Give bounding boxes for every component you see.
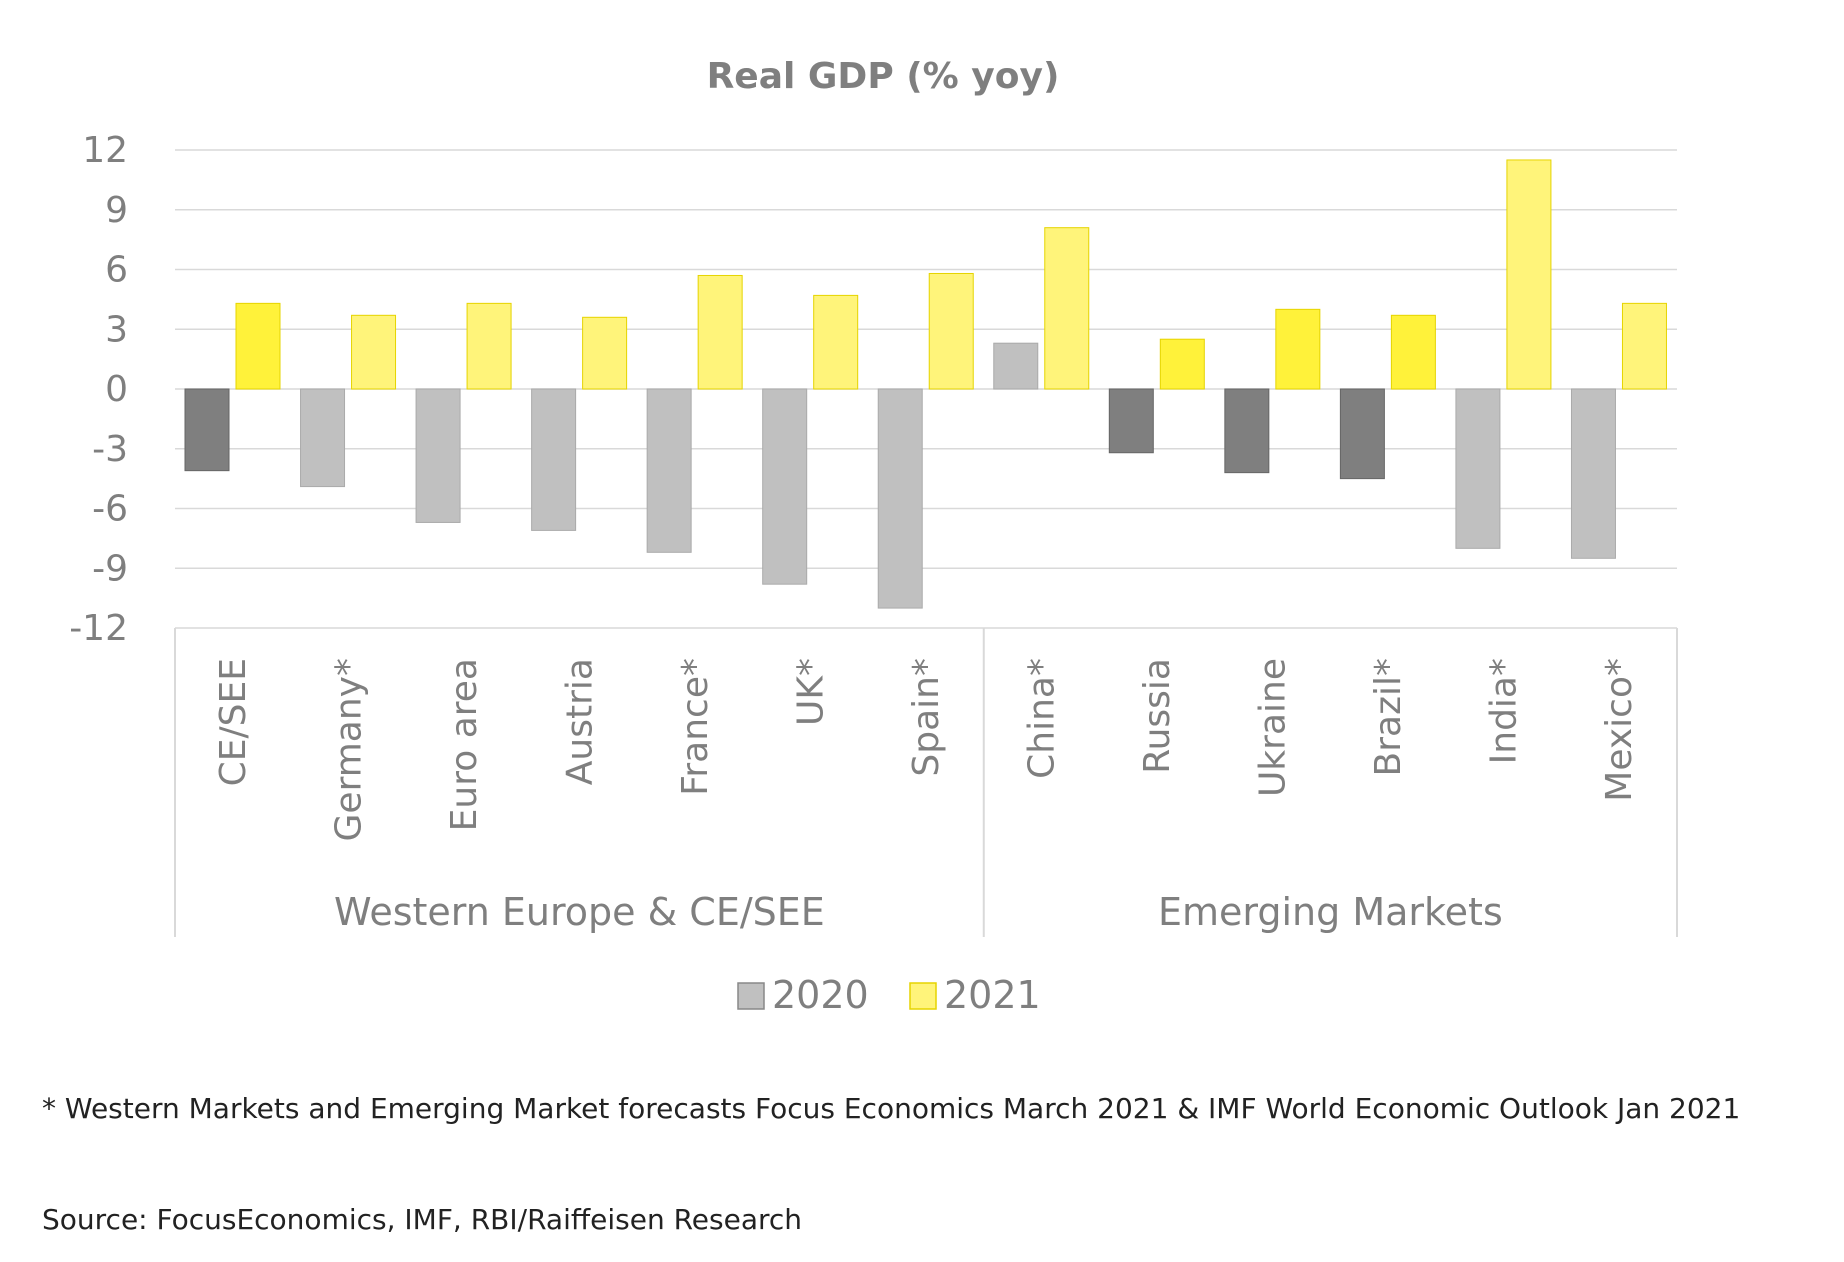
bar-2020-cesee: [184, 388, 230, 472]
y-tick-label: -3: [92, 429, 128, 470]
bar-2021-russia: [1159, 338, 1205, 390]
legend-label-2020: 2020: [772, 973, 869, 1017]
y-tick-label: 0: [105, 369, 128, 410]
legend: 2020 2021: [737, 973, 1041, 1017]
bar-2021-china: [1044, 227, 1090, 390]
bar-2020-china: [993, 342, 1039, 390]
y-tick-label: 3: [105, 309, 128, 350]
group-label: Western Europe & CE/SEE: [334, 890, 825, 934]
x-tick-label: Ukraine: [1253, 658, 1294, 797]
x-tick-label: Austria: [559, 658, 600, 785]
gridlines: [175, 149, 1677, 629]
bar-2020-ukraine: [1224, 388, 1270, 474]
bar-2021-brazil: [1390, 314, 1436, 390]
bar-2020-euroarea: [415, 388, 461, 523]
bar-2021-uk: [813, 294, 859, 390]
chart-title: Real GDP (% yoy): [707, 56, 1060, 97]
y-tick-label: 12: [82, 130, 128, 171]
bars: [184, 159, 1667, 609]
x-tick-label: Germany*: [328, 658, 369, 841]
legend-swatch-2020: [737, 982, 765, 1010]
bar-2021-ukraine: [1275, 308, 1321, 390]
y-axis-ticks: 12 9 6 3 0 -3 -6 -9 -12: [69, 130, 128, 649]
bar-2021-india: [1506, 159, 1552, 390]
y-tick-label: -6: [92, 489, 128, 530]
x-tick-label: Russia: [1137, 658, 1178, 774]
bar-2020-mexico: [1570, 388, 1616, 559]
x-tick-label: China*: [1022, 658, 1063, 779]
bar-2020-india: [1455, 388, 1501, 549]
bar-2020-germany: [300, 388, 346, 488]
source-note: Source: FocusEconomics, IMF, RBI/Raiffei…: [42, 1203, 803, 1236]
bar-2021-mexico: [1621, 302, 1667, 390]
x-tick-label: Brazil*: [1368, 658, 1409, 776]
group-label: Emerging Markets: [1158, 890, 1503, 934]
bar-2021-cesee: [235, 302, 281, 390]
x-axis: CE/SEE Germany* Euro area Austria France* UK*…: [174, 628, 1678, 937]
x-tick-label: France*: [675, 658, 716, 796]
bar-2021-germany: [351, 314, 397, 390]
y-tick-label: 6: [105, 250, 128, 291]
x-tick-label: India*: [1484, 658, 1525, 764]
y-tick-label: 9: [105, 190, 128, 231]
legend-label-2021: 2021: [944, 973, 1041, 1017]
x-tick-label: Euro area: [444, 658, 485, 831]
x-tick-label: CE/SEE: [213, 658, 254, 786]
bar-2020-uk: [762, 388, 808, 585]
x-tick-label: Spain*: [906, 658, 947, 777]
x-tick-label: Mexico*: [1599, 658, 1640, 802]
bar-2021-france: [697, 274, 743, 390]
bar-2020-brazil: [1339, 388, 1385, 480]
y-tick-label: -9: [92, 548, 128, 589]
bar-2021-spain: [928, 272, 974, 390]
gdp-bar-chart: Real GDP (% yoy) 12 9 6 3 0 -3 -6 -9 -12 CE/SEE G…: [69, 56, 1678, 1017]
bar-2021-austria: [582, 316, 628, 390]
legend-swatch-2021: [909, 982, 937, 1010]
bar-2020-russia: [1108, 388, 1154, 454]
bar-2020-france: [646, 388, 692, 553]
bar-2020-austria: [531, 388, 577, 531]
bar-2021-euroarea: [466, 302, 512, 390]
y-tick-label: -12: [69, 608, 128, 649]
footnote: * Western Markets and Emerging Market fo…: [42, 1092, 1741, 1125]
x-tick-label: UK*: [790, 658, 831, 726]
bar-2020-spain: [877, 388, 923, 609]
